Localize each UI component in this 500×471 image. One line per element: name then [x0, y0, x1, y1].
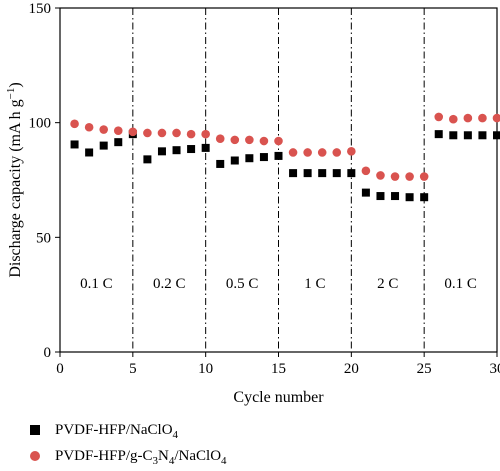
- data-point-series-1: [245, 154, 253, 162]
- x-tick-label: 5: [129, 361, 137, 377]
- data-point-series-1: [493, 131, 500, 139]
- data-point-series-1: [202, 144, 210, 152]
- data-point-series-1: [173, 146, 181, 154]
- x-tick-label: 15: [271, 361, 286, 377]
- legend-label-series-1: PVDF-HFP/NaClO4: [55, 420, 178, 445]
- data-point-series-1: [464, 131, 472, 139]
- data-point-series-1: [275, 152, 283, 160]
- data-point-series-1: [304, 169, 312, 177]
- data-point-series-2: [274, 137, 283, 146]
- data-point-series-1: [158, 147, 166, 155]
- region-label-5: 2 C: [377, 276, 398, 292]
- data-point-series-1: [100, 142, 108, 150]
- data-point-series-2: [434, 113, 443, 122]
- x-tick-label: 10: [198, 361, 213, 377]
- data-point-series-1: [362, 189, 370, 197]
- data-point-series-1: [435, 130, 443, 138]
- x-tick-label: 25: [417, 361, 432, 377]
- data-point-series-2: [260, 137, 269, 146]
- data-point-series-2: [231, 136, 240, 145]
- data-point-series-1: [85, 148, 93, 156]
- data-point-series-1: [71, 140, 79, 148]
- data-point-series-2: [245, 136, 254, 145]
- x-tick-label: 20: [344, 361, 359, 377]
- data-point-series-2: [201, 130, 210, 139]
- data-point-series-1: [143, 155, 151, 163]
- data-point-series-2: [376, 171, 385, 180]
- data-point-series-2: [114, 126, 123, 135]
- data-point-series-2: [464, 114, 473, 123]
- square-marker-icon: [30, 425, 40, 435]
- data-point-series-2: [70, 120, 79, 129]
- data-point-series-2: [332, 148, 341, 157]
- data-point-series-1: [449, 131, 457, 139]
- y-tick-label: 0: [44, 345, 52, 361]
- y-tick-label: 150: [29, 1, 52, 17]
- x-tick-label: 30: [490, 361, 500, 377]
- data-point-series-2: [289, 148, 298, 157]
- region-label-1: 0.1 C: [80, 276, 113, 292]
- data-point-series-1: [289, 169, 297, 177]
- region-label-6: 0.1 C: [444, 276, 477, 292]
- region-label-4: 1 C: [304, 276, 325, 292]
- legend-label-series-2: PVDF-HFP/g-C3N4/NaClO4: [55, 446, 227, 471]
- data-point-series-2: [85, 123, 94, 132]
- data-point-series-2: [391, 172, 400, 181]
- data-point-series-2: [158, 129, 167, 138]
- x-tick-label: 0: [56, 361, 64, 377]
- data-point-series-1: [231, 157, 239, 165]
- data-point-series-2: [347, 147, 356, 156]
- y-tick-label: 50: [36, 230, 51, 246]
- data-point-series-2: [129, 128, 138, 137]
- data-point-series-2: [143, 129, 152, 138]
- data-point-series-2: [99, 125, 108, 134]
- data-point-series-1: [478, 131, 486, 139]
- data-point-series-1: [187, 145, 195, 153]
- data-point-series-2: [449, 115, 458, 124]
- circle-marker-icon: [30, 451, 40, 461]
- data-point-series-1: [347, 169, 355, 177]
- data-point-series-1: [114, 138, 122, 146]
- data-point-series-1: [391, 192, 399, 200]
- data-point-series-2: [478, 114, 487, 123]
- data-point-series-2: [493, 114, 500, 123]
- data-point-series-1: [333, 169, 341, 177]
- y-tick-label: 100: [29, 116, 52, 132]
- data-point-series-1: [216, 160, 224, 168]
- data-point-series-2: [362, 167, 371, 176]
- data-point-series-2: [303, 148, 312, 157]
- data-point-series-1: [376, 192, 384, 200]
- data-point-series-1: [318, 169, 326, 177]
- y-axis-title: Discharge capacity (mA h g−1): [5, 82, 24, 277]
- data-point-series-1: [260, 153, 268, 161]
- data-point-series-2: [187, 130, 196, 139]
- data-point-series-2: [405, 172, 414, 181]
- data-point-series-2: [216, 134, 225, 143]
- x-axis-title: Cycle number: [233, 389, 324, 406]
- data-point-series-1: [420, 193, 428, 201]
- data-point-series-2: [318, 148, 327, 157]
- data-point-series-2: [172, 129, 181, 138]
- data-point-series-1: [406, 193, 414, 201]
- data-point-series-2: [420, 172, 429, 181]
- region-label-2: 0.2 C: [153, 276, 186, 292]
- region-label-3: 0.5 C: [226, 276, 259, 292]
